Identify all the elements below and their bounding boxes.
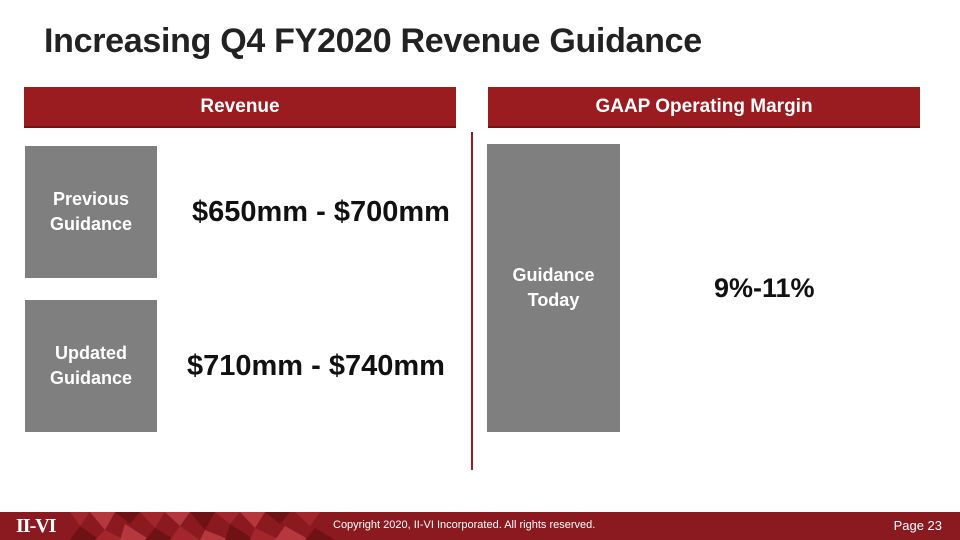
footer-bar: II-VI Copyright 2020, II-VI Incorporated… bbox=[0, 512, 960, 540]
revenue-header: Revenue bbox=[24, 87, 456, 128]
column-divider bbox=[471, 132, 473, 470]
updated-guidance-box: Updated Guidance bbox=[25, 300, 157, 432]
slide-title: Increasing Q4 FY2020 Revenue Guidance bbox=[44, 22, 702, 60]
copyright-text: Copyright 2020, II-VI Incorporated. All … bbox=[333, 519, 596, 531]
guidance-today-label: Guidance Today bbox=[512, 264, 595, 310]
updated-guidance-label: Updated Guidance bbox=[49, 342, 133, 388]
previous-guidance-value: $650mm - $700mm bbox=[192, 196, 450, 228]
previous-guidance-label: Previous Guidance bbox=[49, 188, 133, 234]
page-number: Page 23 bbox=[893, 518, 942, 533]
updated-guidance-value: $710mm - $740mm bbox=[187, 350, 445, 382]
operating-margin-header: GAAP Operating Margin bbox=[488, 87, 920, 128]
guidance-today-box: Guidance Today bbox=[487, 144, 620, 432]
previous-guidance-box: Previous Guidance bbox=[25, 146, 157, 278]
guidance-today-value: 9%-11% bbox=[714, 273, 815, 303]
footer-pattern-graphic bbox=[70, 512, 335, 540]
company-logo: II-VI bbox=[16, 515, 56, 537]
